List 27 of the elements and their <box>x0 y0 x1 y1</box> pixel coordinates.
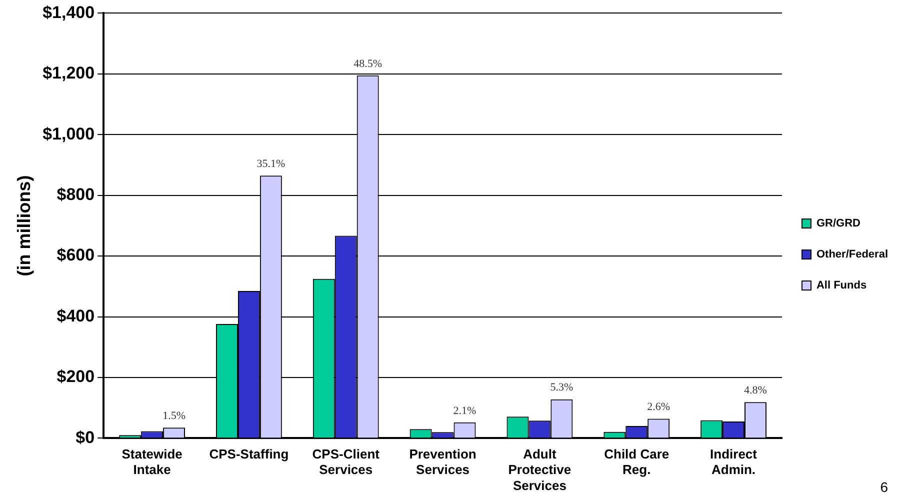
text: 6 <box>880 479 888 495</box>
annotation: 35.1% <box>256 158 286 170</box>
x-tick-label: CPS-Staffing <box>209 446 289 462</box>
annotation: 4.8% <box>744 384 767 396</box>
x-tick-label: CPS-Client Services <box>312 446 380 478</box>
x-tick-label: Child Care Reg. <box>604 446 670 478</box>
y-tick-label: $1,400 <box>42 2 95 22</box>
legend-label: Other/Federal <box>816 248 888 261</box>
annotation: 5.3% <box>550 382 574 394</box>
annotation: 1.5% <box>162 410 186 422</box>
x-tick-label: Adult Protective Services <box>508 446 572 493</box>
y-tick-label: $1,000 <box>42 124 95 144</box>
y-tick-label: $1,200 <box>42 64 95 83</box>
y-axis-title: (in millions) <box>14 175 34 276</box>
annotation: 2.1% <box>453 404 476 417</box>
y-tick-label: $800 <box>56 185 95 204</box>
annotation: 48.5% <box>354 58 382 70</box>
legend-label: GR/GRD <box>816 218 861 230</box>
y-tick-label: $600 <box>56 246 95 265</box>
legend-label: All Funds <box>816 280 867 292</box>
y-tick-label: $200 <box>56 367 95 386</box>
x-tick-label: Indirect Admin. <box>710 446 758 478</box>
annotation: 2.6% <box>647 401 670 414</box>
y-tick-label: $400 <box>56 306 95 326</box>
y-tick-label: $0 <box>76 428 95 447</box>
x-tick-label: Prevention Services <box>409 446 476 478</box>
x-tick-label: Statewide Intake <box>122 446 182 478</box>
